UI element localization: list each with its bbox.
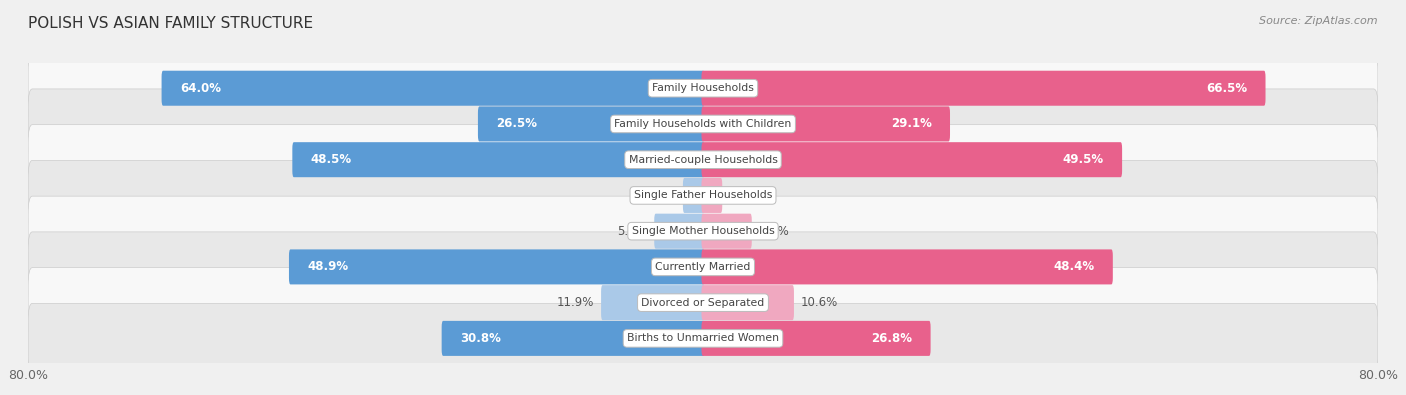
- FancyBboxPatch shape: [441, 321, 704, 356]
- FancyBboxPatch shape: [702, 142, 1122, 177]
- FancyBboxPatch shape: [602, 285, 704, 320]
- Text: 2.2%: 2.2%: [647, 189, 676, 202]
- FancyBboxPatch shape: [683, 178, 704, 213]
- FancyBboxPatch shape: [702, 285, 794, 320]
- FancyBboxPatch shape: [28, 89, 1378, 159]
- FancyBboxPatch shape: [28, 232, 1378, 302]
- Text: Single Father Households: Single Father Households: [634, 190, 772, 200]
- FancyBboxPatch shape: [28, 125, 1378, 195]
- Text: POLISH VS ASIAN FAMILY STRUCTURE: POLISH VS ASIAN FAMILY STRUCTURE: [28, 16, 314, 31]
- Text: Family Households: Family Households: [652, 83, 754, 93]
- FancyBboxPatch shape: [702, 214, 752, 249]
- FancyBboxPatch shape: [654, 214, 704, 249]
- Text: Births to Unmarried Women: Births to Unmarried Women: [627, 333, 779, 343]
- FancyBboxPatch shape: [702, 71, 1265, 106]
- FancyBboxPatch shape: [702, 249, 1112, 284]
- Text: Currently Married: Currently Married: [655, 262, 751, 272]
- Text: 48.9%: 48.9%: [308, 260, 349, 273]
- FancyBboxPatch shape: [28, 303, 1378, 373]
- Text: 48.5%: 48.5%: [311, 153, 352, 166]
- Text: 26.8%: 26.8%: [872, 332, 912, 345]
- Text: 10.6%: 10.6%: [801, 296, 838, 309]
- Text: 64.0%: 64.0%: [180, 82, 221, 95]
- Text: Single Mother Households: Single Mother Households: [631, 226, 775, 236]
- Text: 5.6%: 5.6%: [759, 225, 789, 238]
- FancyBboxPatch shape: [702, 321, 931, 356]
- FancyBboxPatch shape: [702, 106, 950, 141]
- FancyBboxPatch shape: [28, 196, 1378, 266]
- FancyBboxPatch shape: [28, 53, 1378, 123]
- Text: 5.6%: 5.6%: [617, 225, 647, 238]
- FancyBboxPatch shape: [162, 71, 704, 106]
- FancyBboxPatch shape: [28, 160, 1378, 230]
- FancyBboxPatch shape: [292, 142, 704, 177]
- FancyBboxPatch shape: [290, 249, 704, 284]
- Text: 29.1%: 29.1%: [891, 117, 932, 130]
- Text: 48.4%: 48.4%: [1053, 260, 1094, 273]
- FancyBboxPatch shape: [478, 106, 704, 141]
- Text: Divorced or Separated: Divorced or Separated: [641, 298, 765, 308]
- Text: Source: ZipAtlas.com: Source: ZipAtlas.com: [1260, 16, 1378, 26]
- Text: 30.8%: 30.8%: [460, 332, 501, 345]
- FancyBboxPatch shape: [28, 268, 1378, 338]
- Text: 26.5%: 26.5%: [496, 117, 537, 130]
- Text: 2.1%: 2.1%: [730, 189, 759, 202]
- Text: 49.5%: 49.5%: [1063, 153, 1104, 166]
- Text: Married-couple Households: Married-couple Households: [628, 155, 778, 165]
- Text: 11.9%: 11.9%: [557, 296, 595, 309]
- Text: Family Households with Children: Family Households with Children: [614, 119, 792, 129]
- FancyBboxPatch shape: [702, 178, 723, 213]
- Text: 66.5%: 66.5%: [1206, 82, 1247, 95]
